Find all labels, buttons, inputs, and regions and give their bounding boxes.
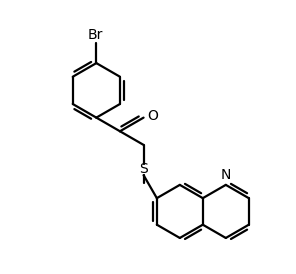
Text: Br: Br <box>88 28 103 42</box>
Text: N: N <box>221 168 231 182</box>
Text: S: S <box>139 162 148 176</box>
Text: O: O <box>147 109 158 123</box>
